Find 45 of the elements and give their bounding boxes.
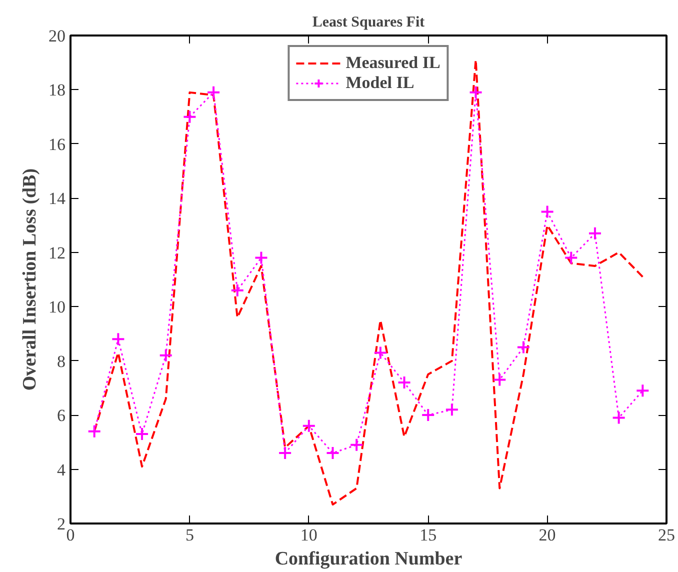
y-tick-label: 14	[48, 189, 66, 208]
point	[540, 204, 554, 219]
x-tick-label: 10	[300, 526, 318, 544]
y-tick-label: 4	[57, 460, 66, 480]
x-tick-label: 20	[538, 526, 556, 544]
point	[612, 410, 626, 425]
y-tick-label: 20	[48, 26, 66, 46]
point	[278, 446, 292, 460]
point	[444, 402, 459, 417]
y-tick-label: 10	[48, 298, 66, 317]
x-tick-label: 15	[420, 526, 437, 544]
x-tick-label: 0	[66, 526, 75, 544]
y-tick-label: 2	[57, 514, 66, 534]
chart-title: Least Squares Fit	[312, 14, 425, 30]
point	[564, 250, 578, 265]
point	[326, 446, 340, 460]
point	[373, 346, 388, 360]
point	[182, 110, 197, 124]
point	[397, 376, 412, 390]
legend-label: Measured IL	[346, 53, 440, 73]
point	[468, 85, 483, 100]
point	[302, 418, 316, 433]
point	[492, 372, 507, 387]
point	[421, 408, 436, 422]
x-axis-title: Configuration Number	[274, 548, 463, 570]
point	[87, 424, 102, 438]
point	[350, 438, 364, 452]
point	[516, 340, 530, 354]
x-tick-label: 25	[658, 526, 675, 544]
y-tick-label: 16	[48, 134, 66, 154]
x-tick-label: 5	[185, 526, 194, 544]
legend-label: Model IL	[346, 73, 414, 93]
point	[230, 283, 244, 298]
point	[206, 85, 221, 100]
point	[158, 348, 173, 362]
y-tick-label: 8	[57, 352, 66, 371]
point	[588, 226, 602, 240]
point	[111, 332, 126, 346]
y-axis-title: Overall Insertion Loss (dB)	[20, 168, 40, 391]
point	[636, 384, 650, 398]
point	[135, 427, 150, 442]
y-tick-label: 18	[48, 80, 66, 100]
y-tick-label: 6	[57, 406, 66, 426]
point	[254, 250, 268, 265]
y-tick-label: 12	[48, 243, 66, 262]
